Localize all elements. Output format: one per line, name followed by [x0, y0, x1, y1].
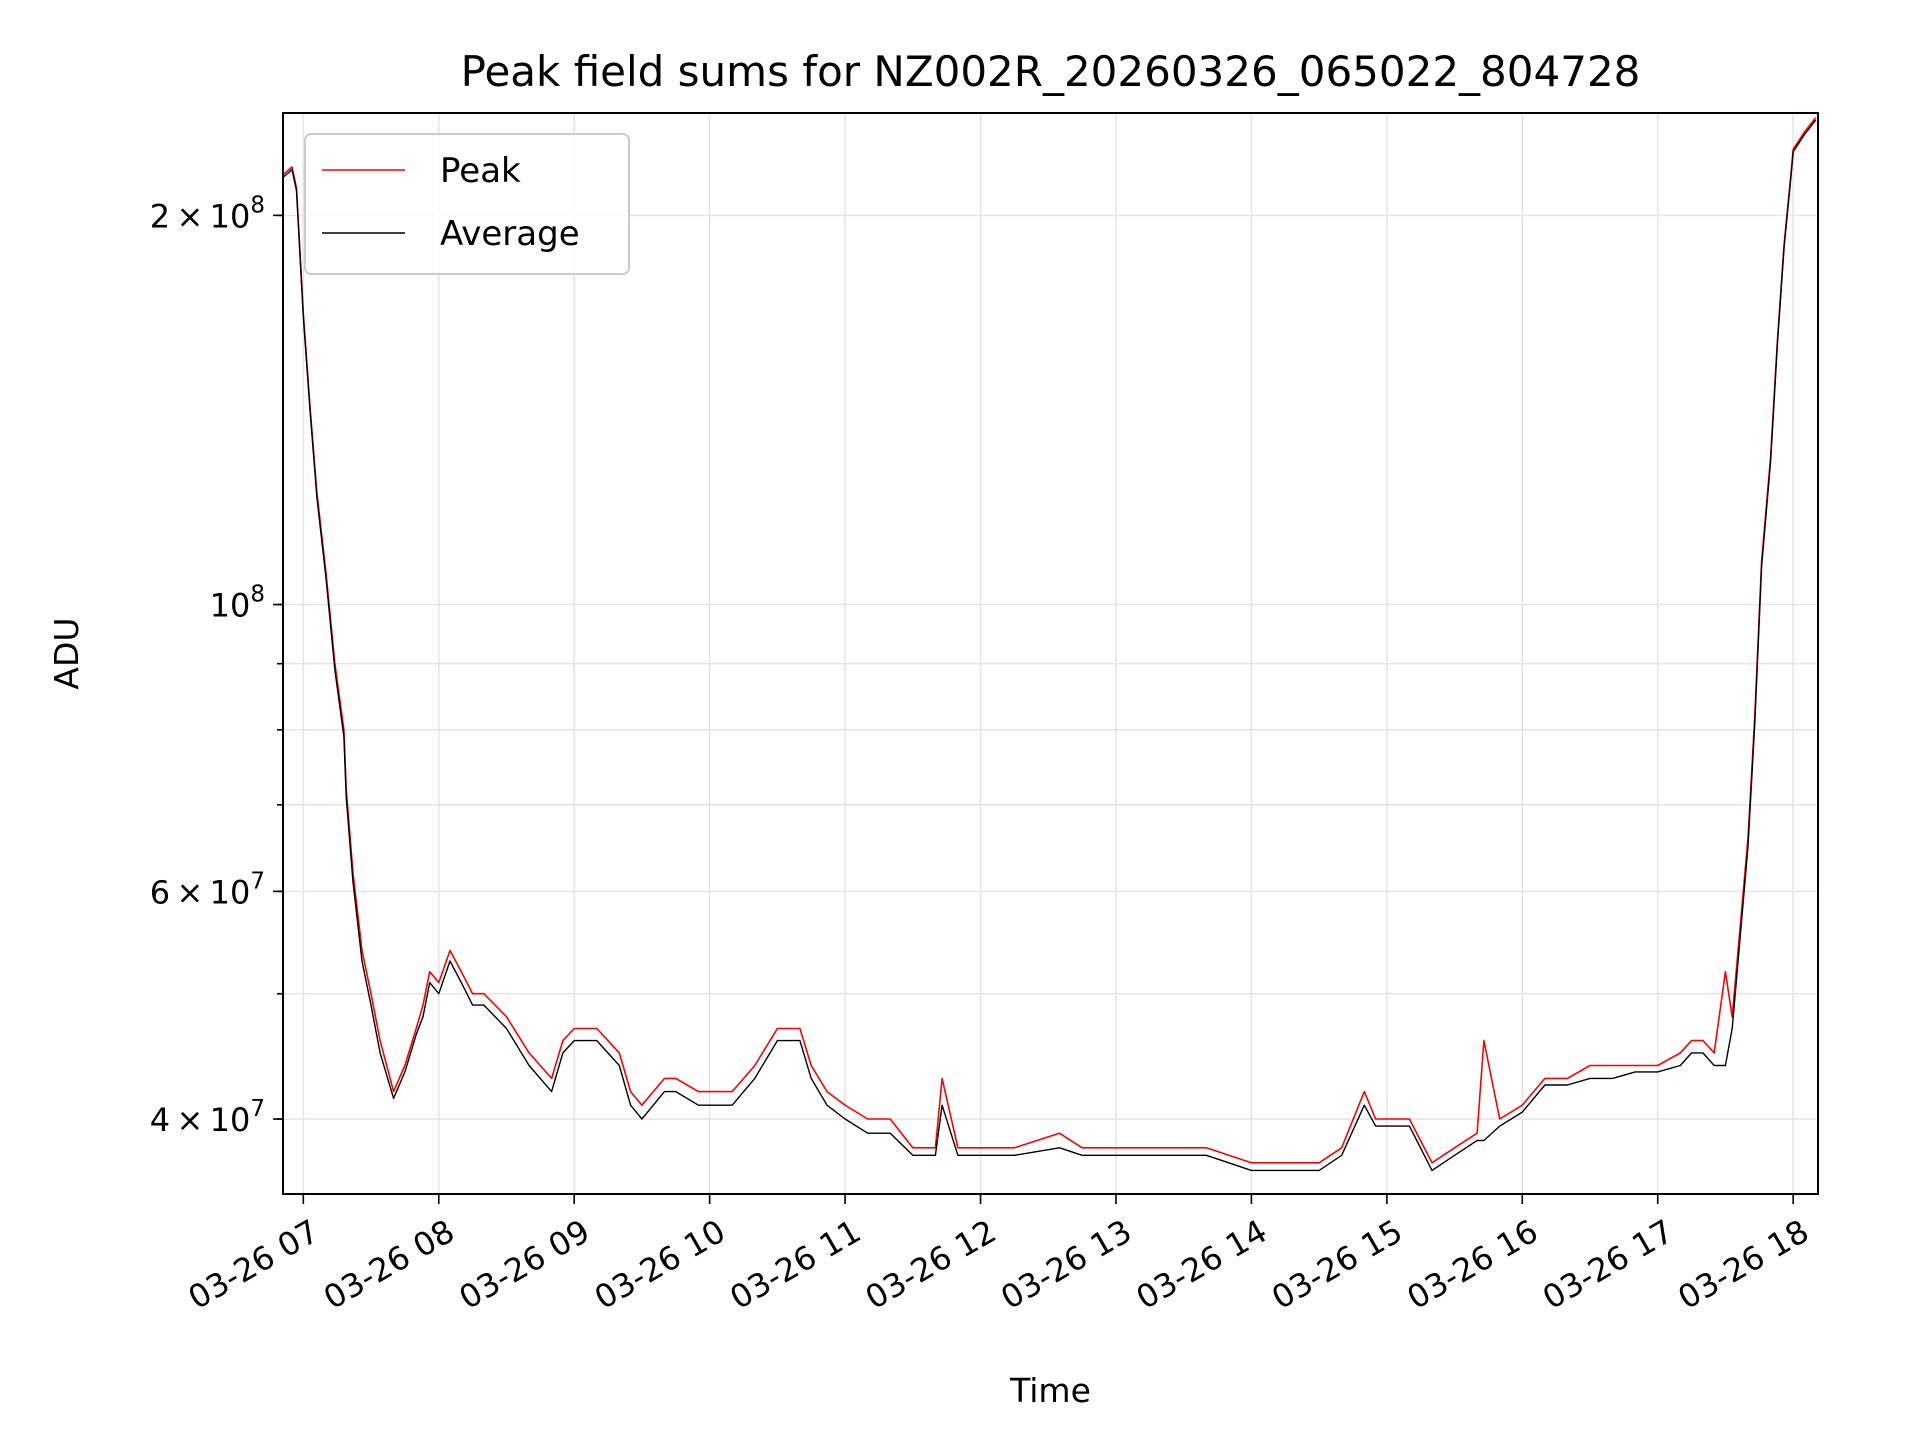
y-tick-label: 2 × 108 — [150, 192, 265, 235]
legend-box — [304, 133, 630, 275]
y-tick-label: 108 — [210, 582, 265, 625]
plot-area — [282, 112, 1819, 1195]
y-tick-label: 4 × 107 — [150, 1096, 265, 1139]
legend-label-average: Average — [440, 214, 580, 254]
legend-label-peak: Peak — [440, 151, 521, 191]
x-axis-title: Time — [1009, 1371, 1091, 1410]
chart-title: Peak field sums for NZ002R_20260326_0650… — [461, 47, 1641, 96]
series-line-peak — [282, 117, 1817, 1164]
y-tick-label: 6 × 107 — [150, 868, 265, 911]
y-axis-title: ADU — [47, 617, 86, 689]
series-line-average — [282, 119, 1817, 1172]
legend: Peak Average — [304, 133, 630, 275]
